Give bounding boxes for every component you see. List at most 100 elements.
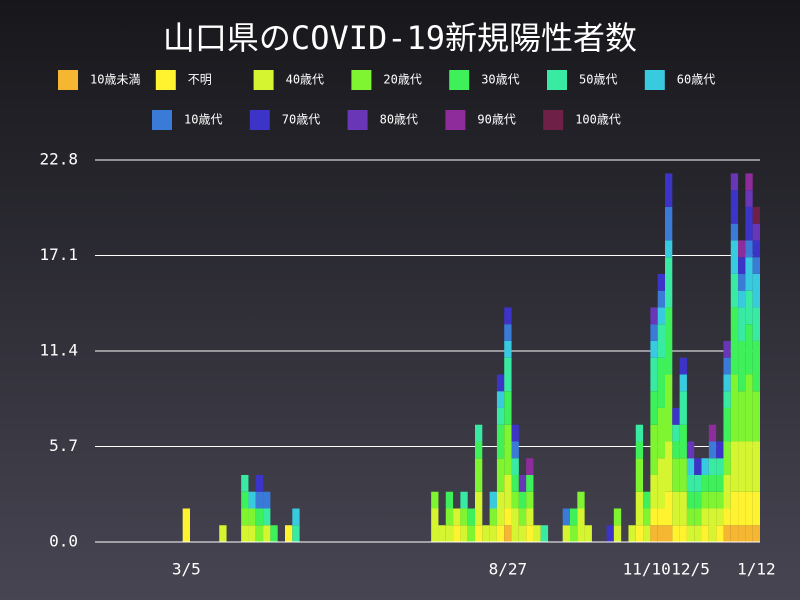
bar — [475, 424, 483, 442]
bar — [511, 508, 519, 542]
bar — [738, 240, 746, 258]
bar — [467, 525, 475, 542]
bar — [730, 273, 739, 308]
y-tick-label: 11.4 — [39, 341, 78, 360]
bar — [526, 458, 534, 475]
bar — [745, 206, 753, 241]
bar — [292, 525, 300, 542]
bar — [489, 491, 497, 509]
bar — [460, 508, 468, 526]
x-tick-label: 3/5 — [172, 560, 201, 579]
bar — [526, 508, 534, 526]
bar — [248, 491, 256, 509]
bar — [657, 307, 665, 325]
bar — [475, 458, 483, 492]
bar — [738, 273, 746, 291]
bar — [665, 307, 673, 375]
bar — [708, 474, 717, 492]
bar — [730, 173, 739, 191]
bar — [526, 474, 534, 492]
bar — [708, 424, 717, 442]
bar — [657, 508, 665, 526]
bar — [270, 525, 278, 542]
legend-swatch — [249, 110, 270, 130]
bar — [241, 508, 249, 526]
bar — [263, 491, 271, 509]
bar — [752, 273, 760, 308]
bar — [438, 525, 446, 542]
x-tick-label: 1/12 — [737, 560, 776, 579]
legend-swatch — [155, 70, 176, 90]
bar — [650, 424, 658, 475]
bar — [730, 491, 739, 526]
bar — [716, 491, 724, 509]
chart-title: 山口県のCOVID-19新規陽性者数 — [163, 19, 637, 57]
bar — [219, 525, 227, 542]
legend-swatch — [58, 70, 78, 90]
bar — [679, 458, 687, 492]
bar — [496, 525, 505, 542]
bar — [460, 525, 468, 542]
bar — [533, 525, 541, 542]
bar — [635, 491, 644, 526]
legend-label: 50歳代 — [579, 73, 617, 87]
bar — [496, 458, 505, 492]
bar — [665, 206, 673, 241]
bar — [453, 525, 461, 542]
bar — [511, 474, 519, 492]
bar — [723, 391, 731, 408]
bar — [511, 441, 519, 459]
legend-swatch — [449, 70, 470, 90]
bar — [745, 240, 753, 258]
legend-label: 10歳代 — [184, 113, 222, 127]
x-tick-label: 12/5 — [671, 560, 710, 579]
bar — [679, 391, 687, 425]
bar — [445, 508, 454, 526]
legend-label: 40歳代 — [286, 73, 324, 87]
bar — [263, 525, 271, 542]
bar — [665, 525, 673, 542]
bar — [694, 508, 702, 526]
bar — [628, 525, 636, 542]
bar — [635, 458, 644, 492]
bar — [263, 508, 271, 526]
legend-swatch — [445, 110, 466, 130]
bar — [511, 491, 519, 509]
bar — [672, 525, 680, 542]
y-tick-label: 22.8 — [39, 150, 78, 169]
bar — [255, 508, 264, 526]
bar — [445, 491, 454, 509]
bar — [738, 391, 746, 442]
bar — [694, 491, 702, 509]
legend-swatch — [543, 110, 564, 130]
bar — [723, 374, 731, 392]
bar — [241, 474, 249, 492]
bar — [738, 257, 746, 274]
bar — [679, 374, 687, 392]
bar — [650, 391, 658, 425]
bar — [467, 508, 475, 526]
legend-swatch — [347, 110, 368, 130]
bar — [665, 374, 673, 442]
bar — [570, 508, 578, 526]
bar — [504, 391, 512, 425]
bar — [504, 508, 512, 526]
bar — [694, 474, 702, 492]
bar — [657, 324, 665, 358]
bar — [613, 525, 622, 542]
legend-label: 70歳代 — [282, 113, 320, 127]
bar — [665, 441, 673, 492]
bar — [650, 474, 658, 509]
bar — [562, 508, 570, 526]
bar — [752, 307, 760, 341]
bar — [716, 508, 724, 526]
bar — [511, 424, 519, 442]
bar — [723, 508, 731, 526]
bar — [511, 458, 519, 475]
bar — [504, 324, 512, 341]
bar — [686, 525, 695, 542]
bar — [708, 491, 717, 509]
bar — [657, 407, 665, 459]
bar — [241, 491, 249, 509]
